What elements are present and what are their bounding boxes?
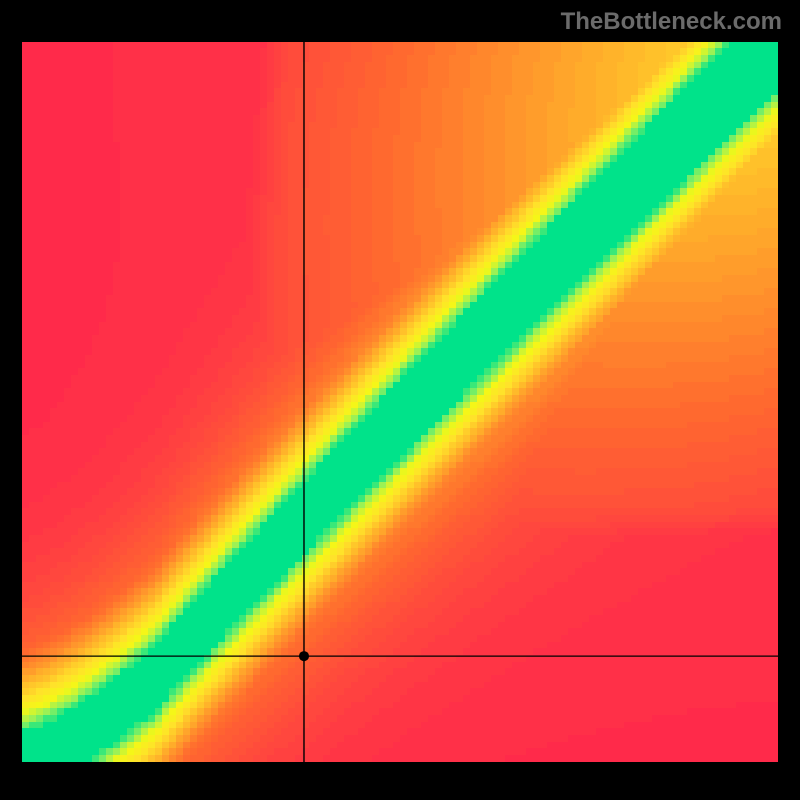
chart-container: TheBottleneck.com: [0, 0, 800, 800]
watermark-label: TheBottleneck.com: [561, 8, 782, 36]
heatmap-canvas: [22, 42, 778, 762]
heatmap-plot: [22, 42, 778, 762]
